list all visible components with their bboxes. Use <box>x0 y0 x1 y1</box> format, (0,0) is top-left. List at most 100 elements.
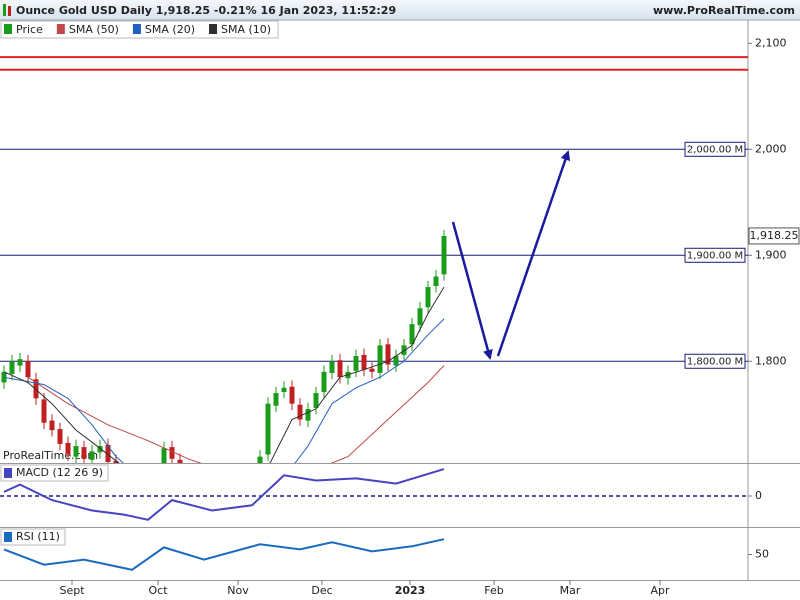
candle-body <box>441 235 447 275</box>
level-label: 2,000.00 M <box>687 144 743 155</box>
candle-body <box>281 387 287 392</box>
header-site: www.ProRealTime.com <box>653 4 795 17</box>
indicator-line <box>3 468 445 521</box>
indicator-line <box>3 318 445 463</box>
level-label-box <box>684 353 746 369</box>
projection-arrow <box>496 150 571 357</box>
panel-label: MACD (12 26 9) <box>16 466 103 479</box>
legend-box <box>0 20 279 39</box>
candle-body <box>409 324 415 345</box>
candle-body <box>122 479 127 494</box>
panel-label: RSI (11) <box>16 530 60 543</box>
header-icon <box>3 4 6 16</box>
last-price-box <box>748 227 800 245</box>
header-bar <box>0 0 800 20</box>
level-label-box <box>684 247 746 263</box>
candle-body <box>297 404 303 420</box>
candle-body <box>57 429 63 444</box>
indicator-line <box>27 365 445 463</box>
candle-body <box>417 308 423 326</box>
y-tick-label: 1,900 <box>755 248 787 261</box>
level-label-box <box>684 141 746 157</box>
legend-swatch <box>209 24 217 34</box>
candle-body <box>433 276 439 287</box>
candle-body <box>329 361 335 373</box>
x-tick-label: Nov <box>227 584 249 597</box>
candle-body <box>385 344 391 365</box>
legend-box <box>0 528 66 546</box>
labels: 2,100 2,000 1,900 1,800 2,000.00 M 1,900.00 M… <box>0 20 800 597</box>
candle-body <box>313 393 319 408</box>
legend-swatch <box>4 468 12 478</box>
candle-body <box>17 359 23 366</box>
candle-body <box>49 420 55 431</box>
candle-body <box>250 504 255 529</box>
x-tick-label: Sept <box>59 584 85 597</box>
price-panel <box>0 56 748 536</box>
candle-body <box>81 447 87 459</box>
candle-body <box>97 446 103 453</box>
header-icon <box>8 6 11 16</box>
indicator-line <box>3 286 445 463</box>
candle-body <box>273 393 279 406</box>
candle-body <box>89 451 95 460</box>
candle-body <box>1 371 7 383</box>
candle-body <box>226 530 231 536</box>
legend-swatch <box>56 24 65 34</box>
x-tick-label: Dec <box>311 584 332 597</box>
y-tick-label: 50 <box>755 548 769 561</box>
candle-body <box>257 456 263 463</box>
x-tick-label: Apr <box>650 584 670 597</box>
candle-body <box>73 446 79 457</box>
candle-body <box>425 287 431 308</box>
candle-body <box>337 360 343 378</box>
level-label: 1,900.00 M <box>687 250 743 261</box>
candle-body <box>41 399 47 423</box>
legend-label: SMA (20) <box>145 23 195 36</box>
level-label: 1,800.00 M <box>687 356 743 367</box>
candle-body <box>146 499 151 511</box>
x-tick-label: Mar <box>560 584 581 597</box>
y-tick-label: 1,800 <box>755 354 787 367</box>
candle-body <box>202 514 207 520</box>
candle-body <box>130 493 135 505</box>
candle-body <box>25 361 31 378</box>
candle-body <box>105 444 111 462</box>
candle-body <box>305 408 311 421</box>
candle-body <box>65 442 71 455</box>
y-tick-label: 0 <box>755 489 762 502</box>
rsi-panel <box>3 538 445 571</box>
candle-body <box>377 345 383 373</box>
candle-body <box>9 361 15 374</box>
candle-body <box>154 478 159 498</box>
macd-panel <box>0 468 748 521</box>
candle-body <box>265 403 271 455</box>
legend-swatch <box>4 24 12 34</box>
legend-swatch <box>132 24 141 34</box>
x-tick-label: Oct <box>148 584 168 597</box>
candle-body <box>321 371 327 392</box>
y-tick-label: 2,000 <box>755 142 787 155</box>
candle-body <box>33 379 39 399</box>
legend-label: SMA (10) <box>221 23 271 36</box>
x-tick-label: 2023 <box>395 584 426 597</box>
header-title: Ounce Gold USD Daily 1,918.25 -0.21% 16 … <box>16 4 396 17</box>
candle-body <box>177 459 183 463</box>
candle-body <box>393 355 399 366</box>
y-tick-label: 2,100 <box>755 36 787 49</box>
candle-body <box>361 354 367 370</box>
candle-body <box>138 503 143 509</box>
legend-swatch <box>4 532 12 542</box>
candle-body <box>161 448 167 463</box>
x-tick-label: Feb <box>484 584 503 597</box>
projection-arrow <box>451 221 493 360</box>
candle-body <box>369 368 375 372</box>
legend-label: Price <box>16 23 43 36</box>
candle-body <box>169 447 175 459</box>
legend-label: SMA (50) <box>69 23 119 36</box>
indicator-line <box>3 538 445 571</box>
last-price-label: 1,918.25 <box>750 229 799 242</box>
candle-body <box>289 386 295 404</box>
candle-body <box>353 355 359 371</box>
